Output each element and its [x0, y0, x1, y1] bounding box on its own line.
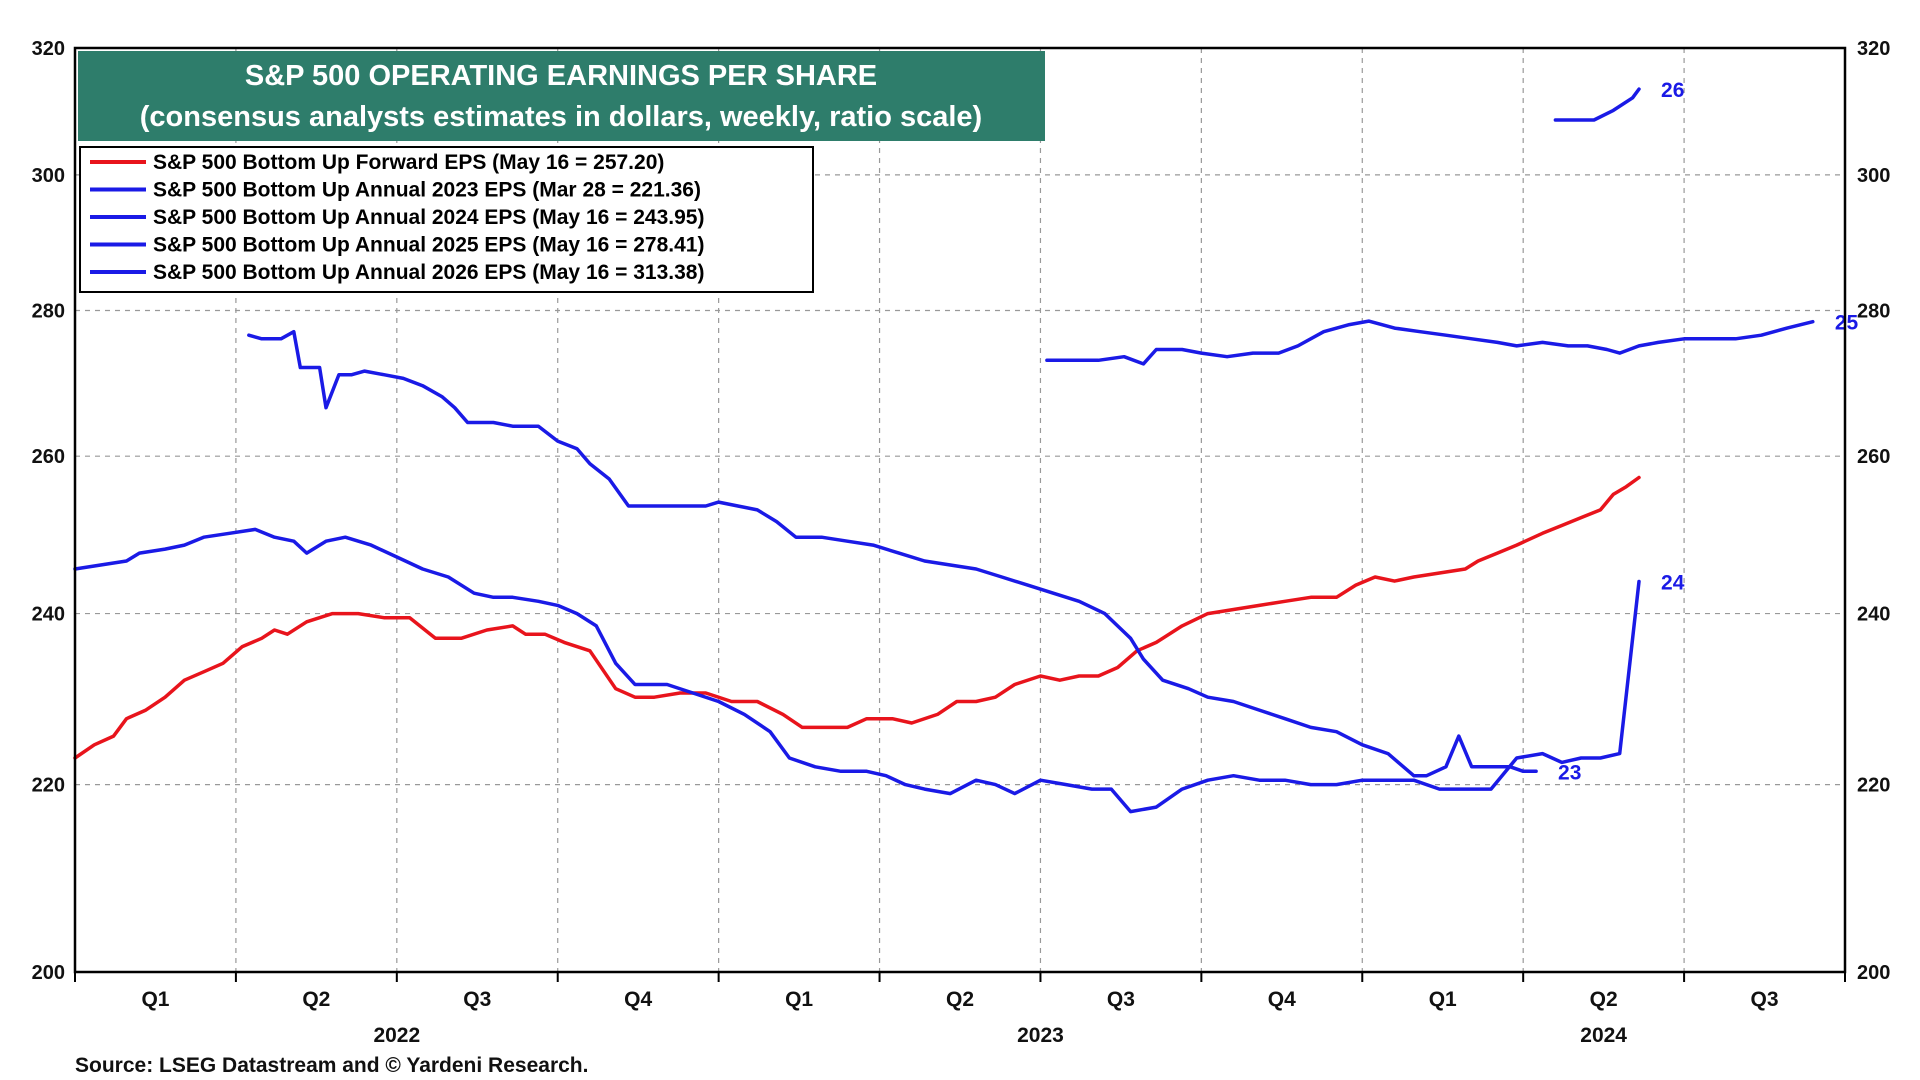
y-tick-label-left: 200 — [32, 962, 65, 984]
y-tick-label-right: 300 — [1857, 165, 1890, 187]
plot-frame — [73, 46, 1847, 974]
quarter-label: Q4 — [1268, 988, 1296, 1011]
y-tick-label-left: 300 — [32, 165, 65, 187]
legend: S&P 500 Bottom Up Forward EPS (May 16 = … — [79, 146, 814, 293]
quarter-label: Q1 — [785, 988, 813, 1011]
series-lines: 23 24 25 26 — [73, 79, 1859, 814]
y-tick-label-right: 280 — [1857, 301, 1890, 323]
year-label: 2022 — [373, 1024, 420, 1047]
series-end-label: 24 — [1661, 571, 1685, 594]
series-line-s-p-500-bottom-up-annual-2026-eps — [1553, 87, 1641, 122]
series-line-s-p-500-bottom-up-annual-2023-eps — [247, 329, 1538, 778]
y-tick-label-left: 220 — [32, 775, 65, 797]
quarter-label: Q1 — [1429, 988, 1457, 1011]
series-line-s-p-500-bottom-up-annual-2025-eps — [1045, 319, 1815, 366]
y-tick-label-right: 240 — [1857, 604, 1890, 626]
legend-box — [79, 146, 814, 293]
y-tick-label-right: 220 — [1857, 775, 1890, 797]
series-line-s-p-500-bottom-up-annual-2024-eps — [73, 527, 1641, 814]
y-tick-label-left: 320 — [32, 38, 65, 60]
title-box: S&P 500 OPERATING EARNINGS PER SHARE (co… — [78, 51, 1045, 141]
year-label: 2024 — [1580, 1024, 1627, 1047]
y-tick-label-right: 320 — [1857, 38, 1890, 60]
quarter-label: Q3 — [1107, 988, 1135, 1011]
legend-label: S&P 500 Bottom Up Annual 2026 EPS (May 1… — [153, 261, 704, 284]
quarter-label: Q4 — [624, 988, 652, 1011]
y-tick-label-left: 240 — [32, 604, 65, 626]
quarter-label: Q3 — [463, 988, 491, 1011]
y-tick-label-left: 260 — [32, 446, 65, 468]
series-end-label: 25 — [1835, 312, 1859, 335]
legend-label: S&P 500 Bottom Up Annual 2023 EPS (Mar 2… — [153, 179, 701, 202]
quarter-label: Q1 — [141, 988, 169, 1011]
y-tick-label-right: 200 — [1857, 962, 1890, 984]
chart-title: S&P 500 OPERATING EARNINGS PER SHARE — [245, 60, 877, 92]
series-end-label: 26 — [1661, 79, 1684, 102]
legend-label: S&P 500 Bottom Up Annual 2024 EPS (May 1… — [153, 206, 704, 229]
y-tick-label-left: 280 — [32, 301, 65, 323]
chart-subtitle: (consensus analysts estimates in dollars… — [140, 101, 982, 133]
title-background — [78, 51, 1045, 141]
axes: 200 200 220 220 240 240 260 260 280 280 300 300 320 3… — [32, 38, 1891, 1047]
series-end-label: 23 — [1558, 761, 1581, 784]
legend-label: S&P 500 Bottom Up Annual 2025 EPS (May 1… — [153, 234, 704, 257]
quarter-label: Q2 — [946, 988, 974, 1011]
source-note: Source: LSEG Datastream and © Yardeni Re… — [75, 1054, 588, 1077]
legend-label: S&P 500 Bottom Up Forward EPS (May 16 = … — [153, 151, 664, 174]
quarter-label: Q2 — [1590, 988, 1618, 1011]
quarter-label: Q3 — [1751, 988, 1779, 1011]
year-label: 2023 — [1017, 1024, 1064, 1047]
series-line-s-p-500-bottom-up-forward-eps — [73, 475, 1641, 760]
quarter-label: Q2 — [302, 988, 330, 1011]
y-tick-label-right: 260 — [1857, 446, 1890, 468]
